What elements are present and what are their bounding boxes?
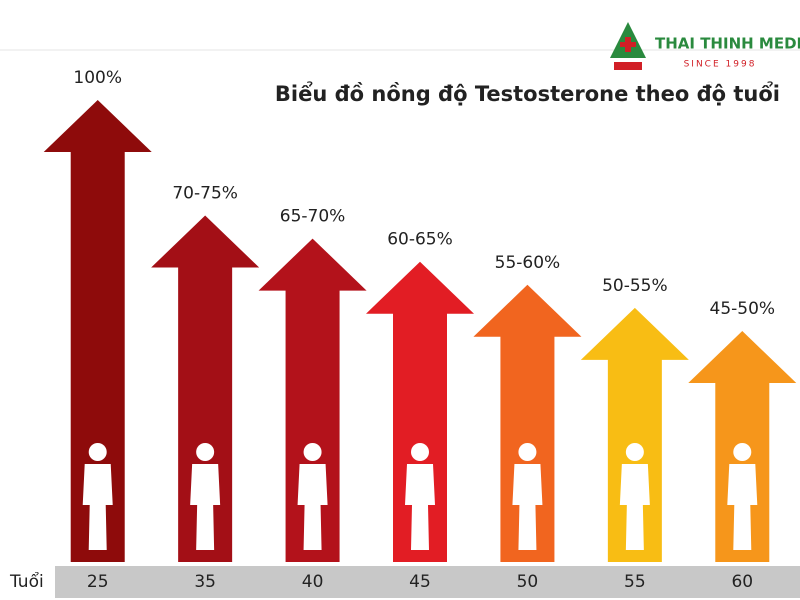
value-label: 55-60%: [495, 253, 561, 273]
figure-head: [88, 443, 107, 461]
x-label-box: [0, 566, 55, 598]
x-tick-label: 50: [517, 572, 539, 592]
x-tick-label: 60: [731, 572, 753, 592]
value-label: 45-50%: [710, 299, 776, 319]
arrow-bar: [366, 261, 474, 562]
value-label: 50-55%: [602, 276, 668, 296]
figure-body: [512, 464, 543, 550]
arrow-bar: [580, 307, 689, 562]
value-label: 100%: [73, 68, 122, 88]
value-label: 65-70%: [280, 207, 346, 227]
x-tick-label: 35: [194, 572, 216, 592]
x-tick-label: 40: [302, 572, 324, 592]
figure-head: [625, 443, 644, 461]
figure-head: [411, 443, 429, 461]
arrow-bar: [43, 100, 152, 562]
arrow-bar: [151, 215, 260, 562]
logo-cross: [625, 37, 631, 52]
x-tick-label: 25: [87, 572, 109, 592]
x-axis-label: Tuổi: [9, 571, 44, 592]
value-label: 60-65%: [387, 230, 453, 250]
figure-head: [196, 443, 215, 461]
figure-body: [297, 464, 328, 550]
x-tick-label: 45: [409, 572, 431, 592]
figure-head: [733, 443, 752, 461]
arrow-bar: [473, 284, 582, 562]
figure-body: [190, 464, 221, 550]
figure-body: [82, 464, 113, 550]
x-tick-label: 55: [624, 572, 646, 592]
figure-head: [518, 443, 537, 461]
figure-body: [619, 464, 650, 550]
logo-base: [614, 62, 642, 70]
value-label: 70-75%: [172, 184, 238, 204]
x-axis-band: [0, 566, 800, 598]
chart-title: Biểu đồ nồng độ Testosterone theo độ tuổ…: [275, 81, 780, 106]
logo-name: THAI THINH MEDIC: [655, 35, 800, 53]
figure-body: [405, 464, 435, 550]
figure-head: [303, 443, 322, 461]
figure-body: [727, 464, 758, 550]
logo-since: SINCE 1998: [684, 60, 757, 70]
logo: THAI THINH MEDIC SINCE 1998: [610, 22, 800, 70]
arrow-bar: [258, 238, 367, 562]
